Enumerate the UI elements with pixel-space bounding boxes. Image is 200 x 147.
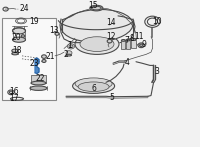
- Text: 11: 11: [134, 32, 144, 41]
- Text: 6: 6: [91, 84, 96, 93]
- Text: 4: 4: [125, 58, 130, 67]
- Ellipse shape: [12, 37, 26, 42]
- Text: 3: 3: [154, 67, 159, 76]
- Ellipse shape: [30, 86, 47, 90]
- Text: 8: 8: [129, 34, 134, 43]
- Ellipse shape: [73, 79, 115, 93]
- Text: 15: 15: [88, 1, 98, 10]
- Text: 5: 5: [109, 92, 114, 102]
- Text: 2: 2: [63, 50, 68, 59]
- Text: 23: 23: [30, 59, 40, 69]
- Ellipse shape: [21, 35, 25, 37]
- Text: 17: 17: [9, 94, 19, 103]
- FancyBboxPatch shape: [131, 40, 136, 48]
- Circle shape: [42, 55, 46, 58]
- Ellipse shape: [92, 6, 101, 10]
- Text: 22: 22: [35, 74, 44, 83]
- Text: 20: 20: [12, 33, 22, 42]
- Ellipse shape: [12, 49, 18, 52]
- Ellipse shape: [12, 52, 18, 55]
- Polygon shape: [35, 58, 39, 74]
- Text: 16: 16: [9, 87, 19, 96]
- FancyBboxPatch shape: [126, 40, 130, 49]
- Ellipse shape: [90, 5, 103, 11]
- Circle shape: [55, 32, 59, 35]
- Ellipse shape: [80, 37, 114, 51]
- Circle shape: [69, 45, 73, 48]
- Circle shape: [42, 60, 46, 62]
- Ellipse shape: [75, 34, 119, 54]
- Text: 14: 14: [106, 17, 116, 27]
- Text: 24: 24: [19, 4, 29, 13]
- Text: 12: 12: [106, 32, 116, 41]
- Circle shape: [138, 43, 144, 48]
- Ellipse shape: [61, 9, 133, 42]
- Text: 9: 9: [142, 40, 147, 49]
- Ellipse shape: [66, 54, 72, 56]
- Circle shape: [66, 51, 72, 55]
- Text: 13: 13: [49, 26, 59, 35]
- FancyBboxPatch shape: [121, 40, 125, 49]
- Ellipse shape: [78, 82, 109, 91]
- Ellipse shape: [12, 28, 26, 34]
- Text: 18: 18: [12, 46, 22, 55]
- Circle shape: [107, 39, 112, 43]
- Ellipse shape: [131, 38, 136, 40]
- Ellipse shape: [121, 40, 125, 41]
- Ellipse shape: [31, 81, 46, 85]
- Ellipse shape: [75, 78, 112, 90]
- FancyBboxPatch shape: [2, 18, 56, 100]
- Circle shape: [67, 44, 75, 49]
- Text: 7: 7: [124, 36, 129, 45]
- Text: 19: 19: [29, 17, 39, 26]
- Text: 10: 10: [152, 17, 162, 26]
- FancyBboxPatch shape: [31, 75, 46, 83]
- Text: 21: 21: [46, 52, 56, 61]
- Ellipse shape: [126, 39, 130, 41]
- Circle shape: [140, 44, 143, 46]
- Text: 1: 1: [67, 41, 72, 50]
